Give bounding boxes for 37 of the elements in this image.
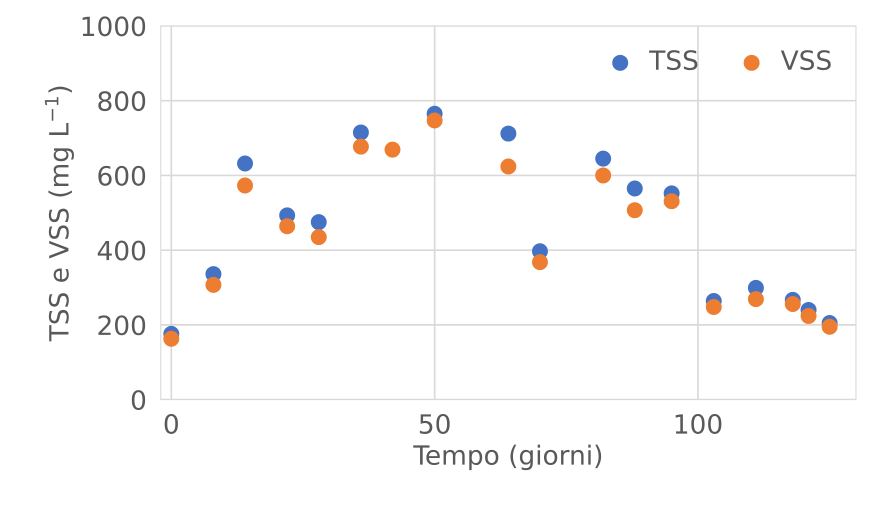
point: [706, 298, 722, 315]
point: [500, 126, 516, 142]
point: [822, 318, 838, 335]
point: [310, 229, 327, 246]
point: [205, 276, 222, 293]
point: [352, 138, 369, 155]
point: [500, 158, 516, 174]
point: [800, 308, 817, 324]
x-tick-label: 100: [676, 414, 722, 434]
legend-label: TSS: [649, 50, 698, 70]
point: [163, 330, 180, 347]
point: [626, 180, 643, 196]
y-tick-label: 400: [98, 240, 146, 261]
y-tick-label: 1000: [82, 16, 146, 36]
point: [664, 193, 680, 210]
x-tick-label: 50: [420, 414, 450, 434]
point: [384, 142, 400, 158]
x-axis-title: Tempo (giorni): [413, 444, 602, 470]
point: [748, 291, 764, 308]
point: [352, 124, 369, 140]
point: [426, 112, 443, 128]
x-tick-label: 0: [164, 414, 178, 434]
y-tick-label: 200: [98, 315, 146, 336]
point: [279, 218, 296, 234]
point: [626, 202, 643, 218]
point: [237, 178, 254, 194]
point: [595, 150, 612, 167]
y-tick-label: 0: [132, 390, 146, 410]
y-axis-title: TSS e VSS (mg L$^{−1}$): [44, 86, 74, 342]
legend-label: VSS: [780, 50, 831, 70]
point: [595, 167, 612, 184]
y-tick-label: 800: [98, 91, 146, 112]
point: [237, 155, 254, 172]
point: [784, 296, 801, 312]
point: [310, 214, 327, 230]
y-tick-label: 600: [98, 166, 146, 186]
point: [532, 254, 548, 270]
